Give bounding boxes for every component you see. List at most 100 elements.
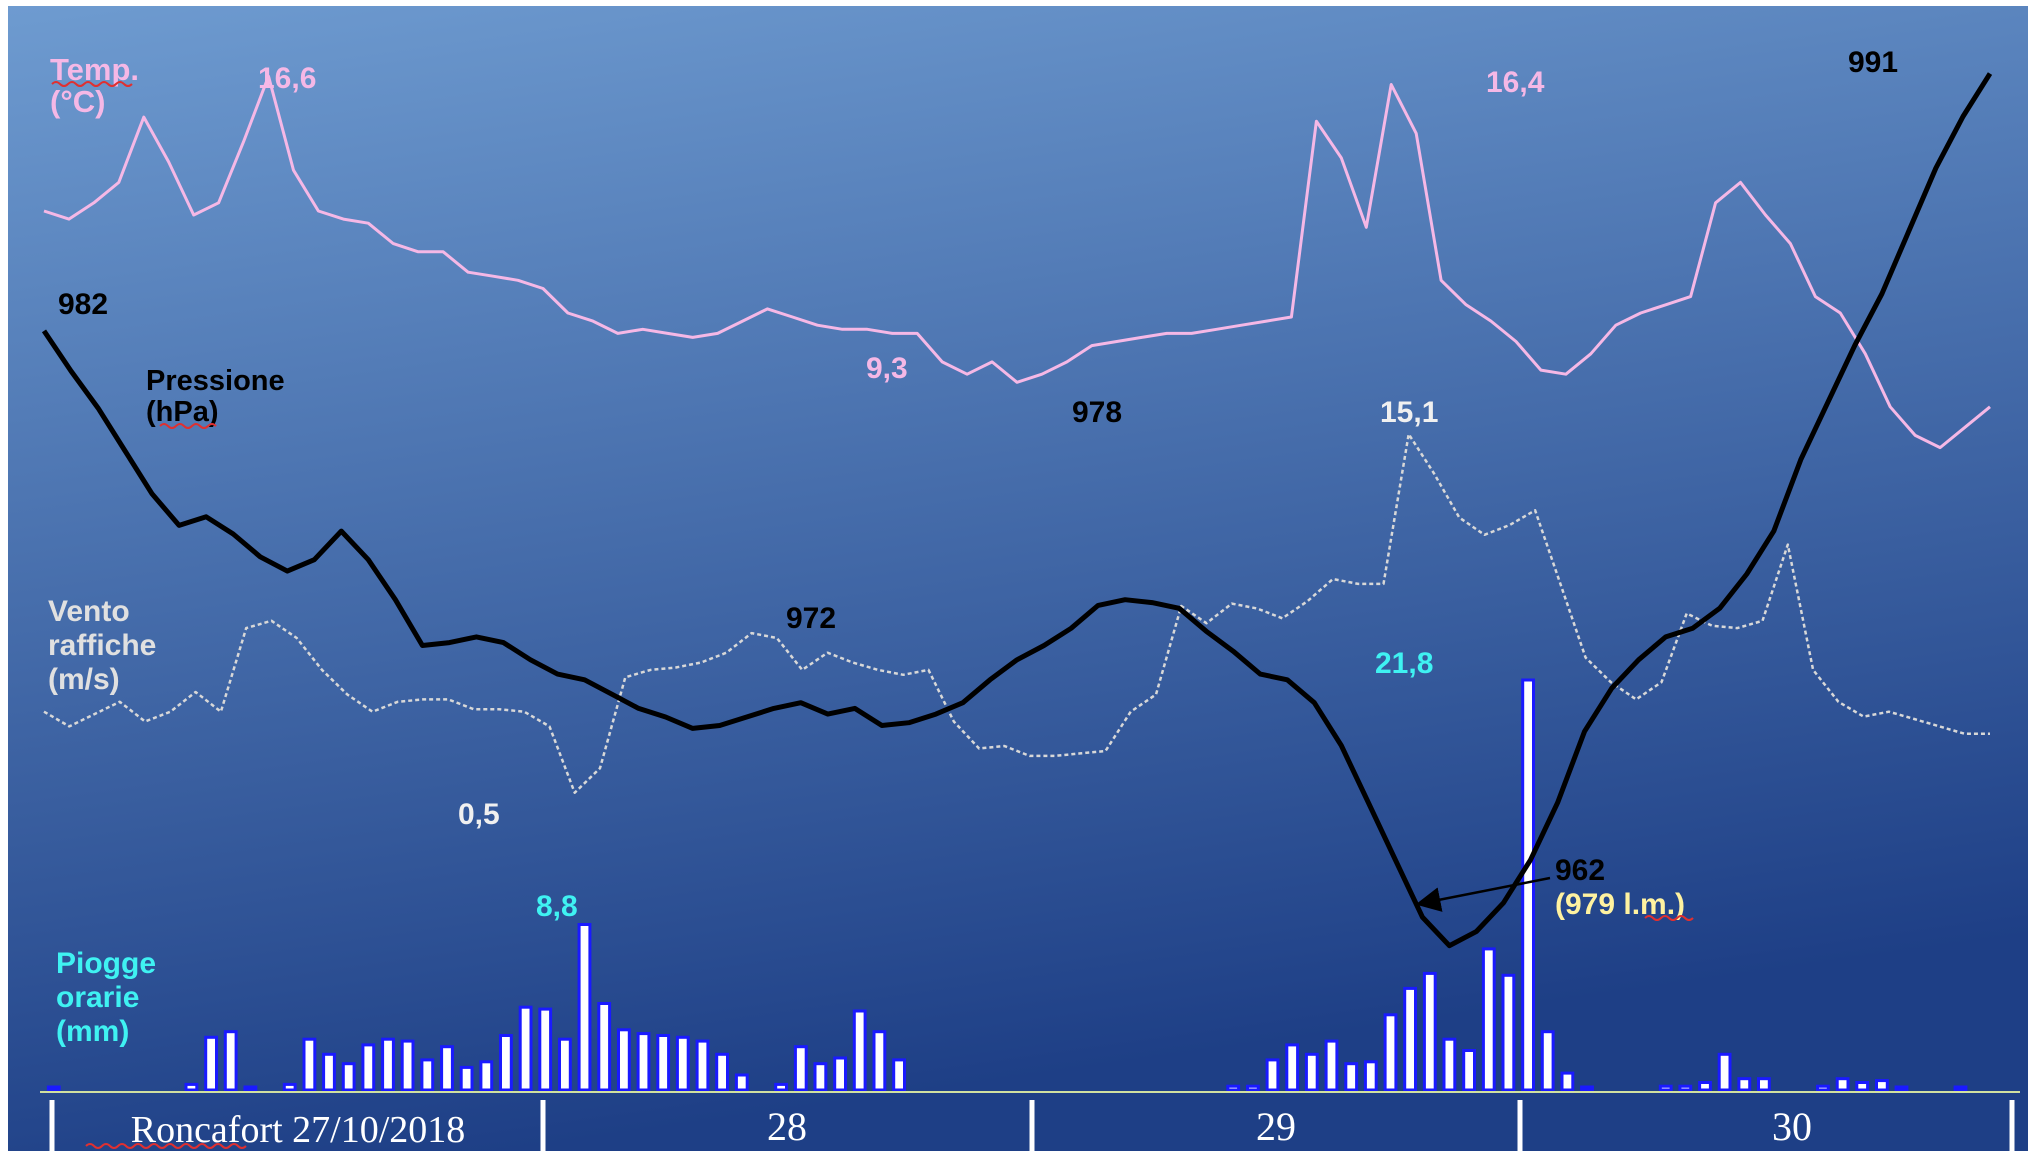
rain-bar xyxy=(675,1035,690,1092)
rain-bar xyxy=(420,1058,435,1092)
rain-bar xyxy=(656,1034,671,1092)
rain-bar xyxy=(1875,1079,1889,1092)
rain-bar xyxy=(46,1085,61,1092)
rain-bar xyxy=(1835,1077,1850,1092)
rain-bar xyxy=(1737,1077,1752,1092)
rain-bar xyxy=(361,1043,376,1092)
rain-bar xyxy=(813,1062,828,1092)
day-label-30: 30 xyxy=(1772,1104,1812,1149)
pressure-min-arrow xyxy=(1415,876,1551,912)
rain-bar xyxy=(715,1052,730,1092)
rain-label-line2: orarie xyxy=(56,981,139,1014)
rain-bar xyxy=(1442,1037,1457,1092)
rain-bar xyxy=(381,1037,395,1092)
rain-bar xyxy=(223,1030,238,1092)
rain-bar xyxy=(1265,1058,1280,1092)
pressure-start-label: 982 xyxy=(58,288,108,321)
rain-bar xyxy=(1285,1043,1300,1092)
spellcheck-underline xyxy=(51,81,133,87)
pressure-min-label: 962 xyxy=(1555,854,1605,887)
rain-bar xyxy=(479,1060,494,1092)
rain-bar xyxy=(1344,1062,1359,1092)
rain-bar xyxy=(1403,986,1417,1092)
rain-bar xyxy=(499,1034,513,1092)
rain-bar xyxy=(204,1035,218,1092)
rain-bar xyxy=(1324,1039,1339,1092)
rain-bar xyxy=(695,1039,710,1092)
rain-bar xyxy=(1383,1013,1398,1092)
rain-bar xyxy=(518,1005,533,1092)
day-label-29: 29 xyxy=(1256,1104,1296,1149)
rain-bar xyxy=(597,1002,612,1092)
series-line-pressione xyxy=(41,72,1993,949)
rain-bar xyxy=(1717,1052,1732,1092)
rain-bars xyxy=(46,678,1968,1092)
rain-bar xyxy=(1678,1084,1693,1092)
pressure-label-line2: (hPa) xyxy=(146,396,219,428)
rain-bar xyxy=(1658,1084,1673,1092)
rain-bar xyxy=(1894,1085,1909,1092)
spellcheck-underline xyxy=(85,1143,247,1149)
rain-bar xyxy=(538,1007,553,1092)
wind-max-label: 15,1 xyxy=(1380,396,1438,429)
rain-bar xyxy=(1521,678,1535,1092)
rain-bar xyxy=(1757,1077,1771,1092)
rain-bar xyxy=(1855,1081,1870,1092)
rain-bar xyxy=(1953,1085,1968,1092)
rain-bar xyxy=(558,1037,572,1092)
rain-bar xyxy=(1422,971,1437,1092)
rain-bar xyxy=(1363,1060,1378,1092)
rain-bar xyxy=(1698,1081,1712,1092)
chart-background xyxy=(8,6,2028,1151)
rain-bar xyxy=(1560,1071,1575,1092)
temp-max2-label: 16,4 xyxy=(1486,66,1545,99)
pressure-end-label: 991 xyxy=(1848,46,1898,79)
rain-bar xyxy=(734,1073,749,1092)
rain-bar xyxy=(833,1056,848,1092)
rain-bar xyxy=(774,1082,789,1092)
temp-max1-label: 16,6 xyxy=(258,62,316,95)
rain-label-line1: Piogge xyxy=(56,947,156,980)
wind-label-line3: (m/s) xyxy=(48,663,120,696)
rain-bar xyxy=(872,1030,887,1092)
rain-bar xyxy=(1226,1084,1241,1092)
rain-bar xyxy=(322,1052,336,1092)
pressure-series xyxy=(41,72,1993,949)
temp-label-line1: Temp. xyxy=(50,52,139,87)
series-line-vento-raffiche xyxy=(43,432,1990,794)
wind-min-label: 0,5 xyxy=(458,798,500,831)
temperature-series xyxy=(43,74,1991,450)
day-label-28: 28 xyxy=(767,1104,807,1149)
rain-bar xyxy=(1580,1085,1594,1092)
rain-bar xyxy=(302,1037,317,1092)
temp-label-line2: (°C) xyxy=(50,84,105,119)
rain-bar xyxy=(341,1062,356,1092)
rain-bar xyxy=(852,1009,867,1092)
rain-bar xyxy=(282,1082,297,1092)
day-label-27: Roncafort 27/10/2018 xyxy=(131,1109,466,1151)
rain-bar xyxy=(577,923,592,1092)
rain-bar xyxy=(1481,947,1496,1092)
rain-bar xyxy=(1501,973,1516,1092)
spellcheck-underline xyxy=(1644,915,1694,921)
rain-max1-label: 8,8 xyxy=(536,890,578,923)
spellcheck-underline xyxy=(159,423,217,429)
rain-max2-label: 21,8 xyxy=(1375,647,1433,680)
wind-series xyxy=(43,432,1990,794)
wind-label-line1: Vento xyxy=(48,595,130,628)
rain-bar xyxy=(243,1085,258,1092)
wind-label-line2: raffiche xyxy=(48,629,156,662)
rain-label-line3: (mm) xyxy=(56,1015,129,1048)
pressure-low1-label: 972 xyxy=(786,602,836,635)
temp-min-label: 9,3 xyxy=(866,352,908,385)
pressure-label-line1: Pressione xyxy=(146,365,285,397)
rain-bar xyxy=(892,1058,907,1092)
rain-bar xyxy=(1304,1052,1319,1092)
rain-bar xyxy=(1816,1084,1830,1092)
rain-bar xyxy=(1246,1084,1260,1092)
rain-bar xyxy=(636,1032,651,1092)
rain-bar xyxy=(1540,1030,1555,1092)
rain-bar xyxy=(793,1045,808,1092)
